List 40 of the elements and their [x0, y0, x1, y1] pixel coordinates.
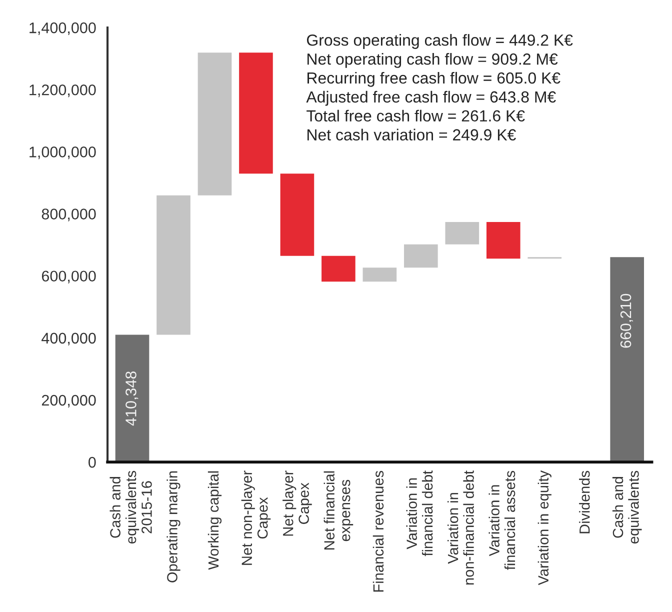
annotation: Adjusted free cash flow = 643.8 M€ [306, 90, 556, 106]
bar [239, 52, 273, 174]
x-tick-label: Working capital [208, 471, 222, 570]
x-tick-label: Net player Capex [282, 470, 312, 536]
x-tick-label: Financial revenues [372, 470, 384, 592]
y-tick-label: 1,000,000 [30, 146, 96, 160]
x-tick-label: Operating margin [166, 471, 180, 582]
bar [198, 52, 232, 196]
y-tick-label: 800,000 [42, 208, 96, 222]
x-tick-label: Variation in financial debt [406, 470, 433, 556]
bar [610, 257, 644, 462]
y-tick-label: 0 [88, 456, 96, 468]
bar [404, 244, 438, 268]
bar [280, 174, 314, 256]
x-tick-label: Cash and equivalents [612, 470, 642, 544]
x-tick-label: Variation in non-financial debt [448, 470, 474, 585]
y-tick-label: 1,400,000 [30, 22, 96, 36]
y-tick-label: 200,000 [42, 394, 96, 408]
bar [362, 268, 397, 282]
bar [156, 195, 190, 335]
bar [115, 334, 150, 462]
y-tick-label: 600,000 [42, 270, 96, 284]
x-tick-label: Net financial expenses [324, 471, 354, 550]
x-tick-label: Variation in financial assets [488, 470, 516, 570]
annotation: Total free cash flow = 261.6 K€ [306, 110, 525, 122]
data-label: 410,348 [126, 371, 138, 426]
bar [322, 256, 356, 282]
annotation: Net cash variation = 249.9 K€ [308, 128, 516, 140]
annotation: Recurring free cash flow = 605.0 K€ [308, 72, 560, 87]
x-tick-label: Cash and equivalents 2015-16 [110, 470, 152, 544]
y-tick-label: 400,000 [42, 332, 96, 346]
bar [445, 222, 480, 244]
x-tick-label: Net non-player Capex [241, 470, 271, 565]
data-label: 660,210 [620, 294, 634, 348]
x-tick-label: Dividends [579, 470, 590, 534]
annotation: Gross operating cash flow = 449.2 K€ [307, 34, 573, 49]
annotation: Net operating cash flow = 909.2 M€ [308, 53, 558, 68]
y-tick-label: 1,200,000 [30, 84, 96, 98]
bar [486, 222, 520, 259]
x-tick-label: Variation in equity [538, 470, 552, 586]
